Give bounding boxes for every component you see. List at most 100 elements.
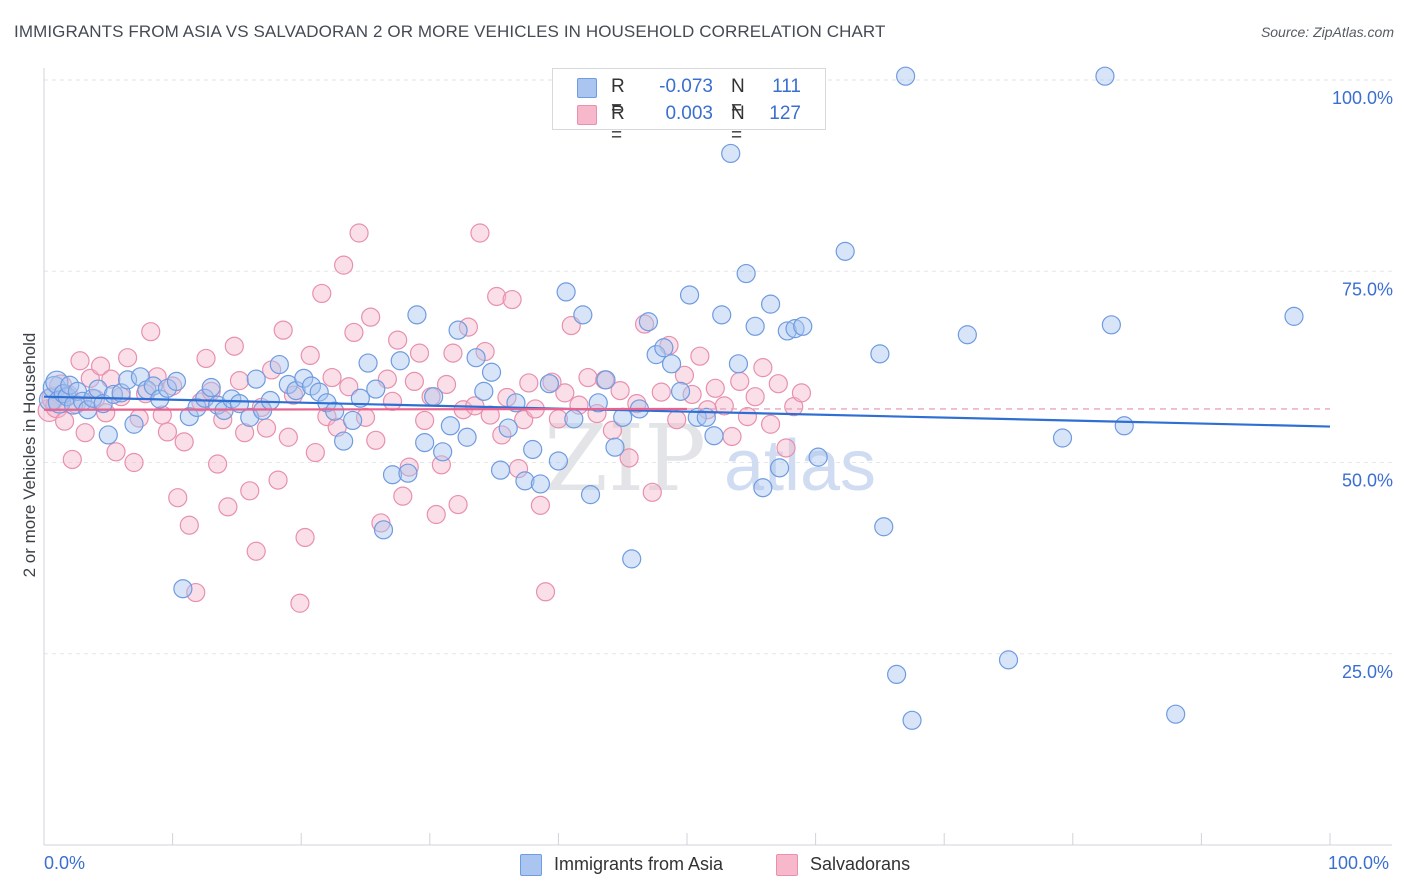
y-tick-label: 75.0% [1342,279,1393,299]
salvadorans-point [157,422,178,442]
bottom-legend-salvadorans[interactable]: Salvadorans [776,852,936,876]
salvadorans-point [745,387,765,407]
salvadorans-point [714,396,734,416]
asia-point [539,374,559,394]
asia-point [896,66,916,86]
source-label: Source: ZipAtlas.com [1260,24,1394,40]
asia-point [1052,428,1073,448]
asia-point [777,321,797,341]
asia-point [201,377,221,398]
watermark-zip: ZIP [544,405,706,512]
salvadorans-point [70,351,90,371]
salvadorans-point [722,426,742,447]
legend-r-value-asia: -0.073 [659,76,713,97]
salvadorans-point [339,377,359,397]
salvadorans-point [791,383,812,403]
grid-lines [44,79,1392,655]
asia-point [622,549,642,569]
salvadorans-point [535,582,556,602]
asia-point [433,442,453,462]
salvadorans-point [322,367,342,388]
asia-point [523,439,543,460]
asia-point [808,447,828,467]
asia-point [721,143,741,164]
asia-point [1095,66,1115,86]
asia-point [957,325,977,345]
salvadorans-point [753,358,773,378]
asia-point [358,353,378,373]
salvadorans-point [366,430,386,450]
x-tick-label-min: 0.0% [44,853,86,873]
asia-point [229,393,250,414]
salvadorans-point [312,283,332,304]
salvadorans-points [37,223,812,613]
asia-point [588,393,608,413]
salvadorans-point [101,369,121,389]
x-tick-label-max: 100.0% [1328,853,1390,873]
asia-point [998,650,1019,670]
salvadorans-point [737,407,758,427]
trend-lines [43,395,1331,428]
salvadorans-point [404,371,424,392]
asia-point [548,451,569,471]
asia-point [366,379,386,399]
asia-point [515,471,535,491]
asia-point [173,579,193,599]
asia-point [325,401,345,421]
bottom-legend-swatch-asia [520,854,542,876]
salvadorans-point [179,515,199,535]
legend-r-label: R = [611,103,625,146]
asia-point [1166,704,1186,724]
asia-point [1101,315,1121,335]
salvadorans-point [124,452,144,473]
salvadorans-point [273,320,293,340]
asia-point [835,241,855,261]
salvadorans-point [240,481,260,501]
salvadorans-point [382,391,403,411]
asia-point [415,433,435,453]
salvadorans-point [208,454,228,474]
legend-swatch-salvadorans [577,105,597,125]
asia-point [309,382,329,402]
salvadorans-point [651,382,671,402]
asia-point [670,381,691,401]
asia-point [490,460,511,480]
salvadorans-point [578,367,598,388]
salvadorans-point [667,410,687,430]
salvadorans-point [760,414,781,434]
asia-point [785,319,805,339]
salvadorans-point [530,495,550,515]
watermark: ZIP atlas [544,405,876,512]
asia-point [440,416,460,436]
salvadorans-point [730,371,750,392]
salvadorans-point [256,418,277,438]
salvadorans-point [186,582,206,603]
chart-title: IMMIGRANTS FROM ASIA VS SALVADORAN 2 OR … [14,22,886,41]
asia-point [887,664,907,685]
salvadorans-point [409,343,430,363]
asia-point [350,388,370,408]
asia-point [334,431,354,451]
salvadorans-point [470,223,490,243]
salvadorans-point [776,438,796,458]
salvadorans-point [229,371,250,391]
asia-point [870,344,890,364]
salvadorans-point [682,384,702,405]
asia-point [60,375,80,395]
salvadorans-point [235,423,255,443]
bottom-legend-asia[interactable]: Immigrants from Asia [520,852,760,876]
asia-point [769,458,790,478]
asia-point [301,376,322,396]
salvadorans-point [519,373,539,393]
asia-point [874,517,894,537]
salvadorans-point [443,343,463,363]
salvadorans-point [246,541,266,561]
salvadorans-point [168,488,188,508]
asia-point [398,463,418,483]
salvadorans-point [388,330,408,350]
salvadorans-point [674,365,695,385]
asia-point [902,710,922,730]
bottom-legend-swatch-salvadorans [776,854,798,876]
legend-r-value-salvadorans: 0.003 [665,103,713,124]
